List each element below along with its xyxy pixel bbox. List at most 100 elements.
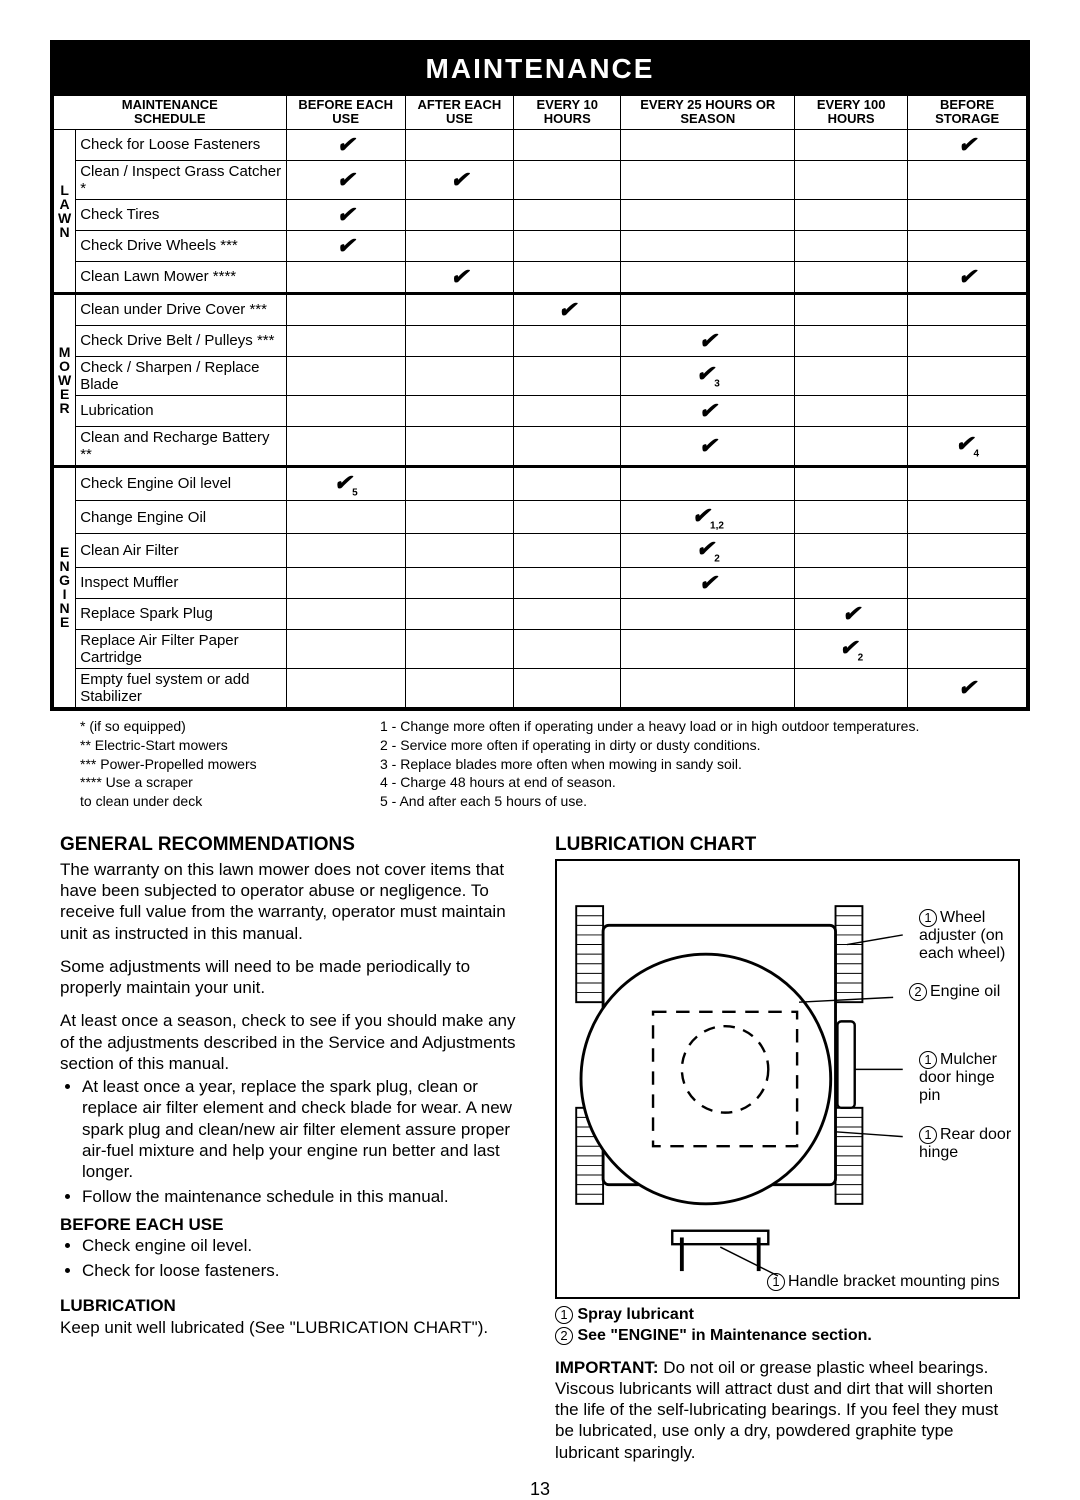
check-cell — [405, 199, 513, 230]
footnotes: * (if so equipped)** Electric-Start mowe… — [50, 711, 1030, 815]
task-cell: Check Drive Belt / Pulleys *** — [76, 325, 286, 356]
check-cell — [795, 466, 908, 500]
check-cell — [795, 261, 908, 293]
check-cell: ✔ — [621, 325, 795, 356]
task-cell: Clean Lawn Mower **** — [76, 261, 286, 293]
check-cell — [286, 668, 405, 707]
header-row: MAINTENANCE SCHEDULE BEFORE EACH USE AFT… — [54, 96, 1027, 130]
check-cell — [405, 668, 513, 707]
table-row: Clean Air Filter✔2 — [54, 534, 1027, 567]
table-row: Change Engine Oil✔1,2 — [54, 500, 1027, 533]
task-cell: Check Tires — [76, 199, 286, 230]
table-row: Check Tires✔ — [54, 199, 1027, 230]
check-cell — [286, 293, 405, 325]
check-cell — [908, 598, 1027, 629]
check-cell — [908, 629, 1027, 668]
table-row: Replace Spark Plug✔ — [54, 598, 1027, 629]
check-cell — [286, 261, 405, 293]
check-cell — [514, 629, 621, 668]
task-cell: Check Drive Wheels *** — [76, 230, 286, 261]
check-cell — [621, 261, 795, 293]
check-cell — [908, 293, 1027, 325]
check-cell — [621, 129, 795, 160]
check-cell — [795, 325, 908, 356]
check-cell — [286, 534, 405, 567]
category-label: ENGINE — [54, 466, 76, 707]
footnote-right-item: 5 - And after each 5 hours of use. — [380, 792, 1020, 811]
footnotes-left: * (if so equipped)** Electric-Start mowe… — [80, 717, 362, 811]
check-cell: ✔ — [286, 129, 405, 160]
body-columns: GENERAL RECOMMENDATIONS The warranty on … — [50, 815, 1030, 1475]
check-cell: ✔ — [908, 668, 1027, 707]
before-each-use-title: BEFORE EACH USE — [60, 1214, 525, 1235]
check-cell — [286, 567, 405, 598]
check-cell — [286, 629, 405, 668]
check-cell — [405, 534, 513, 567]
check-cell — [514, 534, 621, 567]
check-cell: ✔ — [621, 426, 795, 466]
check-cell — [405, 395, 513, 426]
check-cell — [621, 160, 795, 199]
title-line2: SCHEDULE — [134, 111, 206, 126]
check-cell — [795, 129, 908, 160]
check-cell — [405, 567, 513, 598]
task-cell: Clean Air Filter — [76, 534, 286, 567]
check-cell: ✔5 — [286, 466, 405, 500]
before-each-use-items: Check engine oil level.Check for loose f… — [60, 1235, 525, 1282]
footnote-left-item: **** Use a scraper — [80, 773, 362, 792]
check-cell — [908, 230, 1027, 261]
check-cell — [795, 426, 908, 466]
lube-key-2: See "ENGINE" in Maintenance section. — [577, 1327, 871, 1344]
lube-chart-title: LUBRICATION CHART — [555, 833, 1020, 857]
check-cell — [795, 199, 908, 230]
check-cell — [908, 199, 1027, 230]
check-cell — [514, 199, 621, 230]
task-cell: Replace Air Filter Paper Cartridge — [76, 629, 286, 668]
check-cell — [514, 230, 621, 261]
list-item: Check engine oil level. — [82, 1235, 525, 1256]
check-cell — [286, 356, 405, 395]
check-cell — [405, 129, 513, 160]
check-cell — [795, 668, 908, 707]
table-row: Lubrication✔ — [54, 395, 1027, 426]
table-row: Inspect Muffler✔ — [54, 567, 1027, 598]
footnote-right-item: 4 - Charge 48 hours at end of season. — [380, 773, 1020, 792]
check-cell — [514, 668, 621, 707]
category-label: MOWER — [54, 293, 76, 466]
check-cell — [908, 160, 1027, 199]
check-cell: ✔ — [514, 293, 621, 325]
check-cell — [621, 199, 795, 230]
check-cell: ✔ — [621, 395, 795, 426]
check-cell — [514, 598, 621, 629]
task-cell: Replace Spark Plug — [76, 598, 286, 629]
table-row: Clean / Inspect Grass Catcher *✔✔ — [54, 160, 1027, 199]
check-cell: ✔1,2 — [621, 500, 795, 533]
lubrication-text: Keep unit well lubricated (See "LUBRICAT… — [60, 1317, 525, 1338]
lbl-engine: 2Engine oil — [909, 983, 1000, 1001]
check-cell — [514, 356, 621, 395]
right-column: LUBRICATION CHART — [555, 823, 1020, 1475]
check-cell: ✔ — [286, 160, 405, 199]
check-cell — [908, 500, 1027, 533]
table-row: Clean and Recharge Battery **✔✔4 — [54, 426, 1027, 466]
task-cell: Clean and Recharge Battery ** — [76, 426, 286, 466]
lube-chart-diagram: 1Wheel adjuster (on each wheel) 2Engine … — [555, 859, 1020, 1299]
check-cell — [405, 598, 513, 629]
table-row: Check / Sharpen / Replace Blade✔3 — [54, 356, 1027, 395]
check-cell — [795, 293, 908, 325]
check-cell: ✔ — [286, 199, 405, 230]
check-cell — [514, 261, 621, 293]
check-cell — [795, 356, 908, 395]
check-cell: ✔ — [405, 160, 513, 199]
task-cell: Inspect Muffler — [76, 567, 286, 598]
check-cell — [405, 426, 513, 466]
check-cell — [908, 534, 1027, 567]
check-cell: ✔2 — [795, 629, 908, 668]
table-row: MOWERClean under Drive Cover ***✔ — [54, 293, 1027, 325]
check-cell — [908, 466, 1027, 500]
check-cell — [795, 534, 908, 567]
gen-rec-title: GENERAL RECOMMENDATIONS — [60, 833, 525, 857]
gen-rec-p1: The warranty on this lawn mower does not… — [60, 859, 525, 944]
footnote-left-item: ** Electric-Start mowers — [80, 736, 362, 755]
check-cell — [405, 466, 513, 500]
